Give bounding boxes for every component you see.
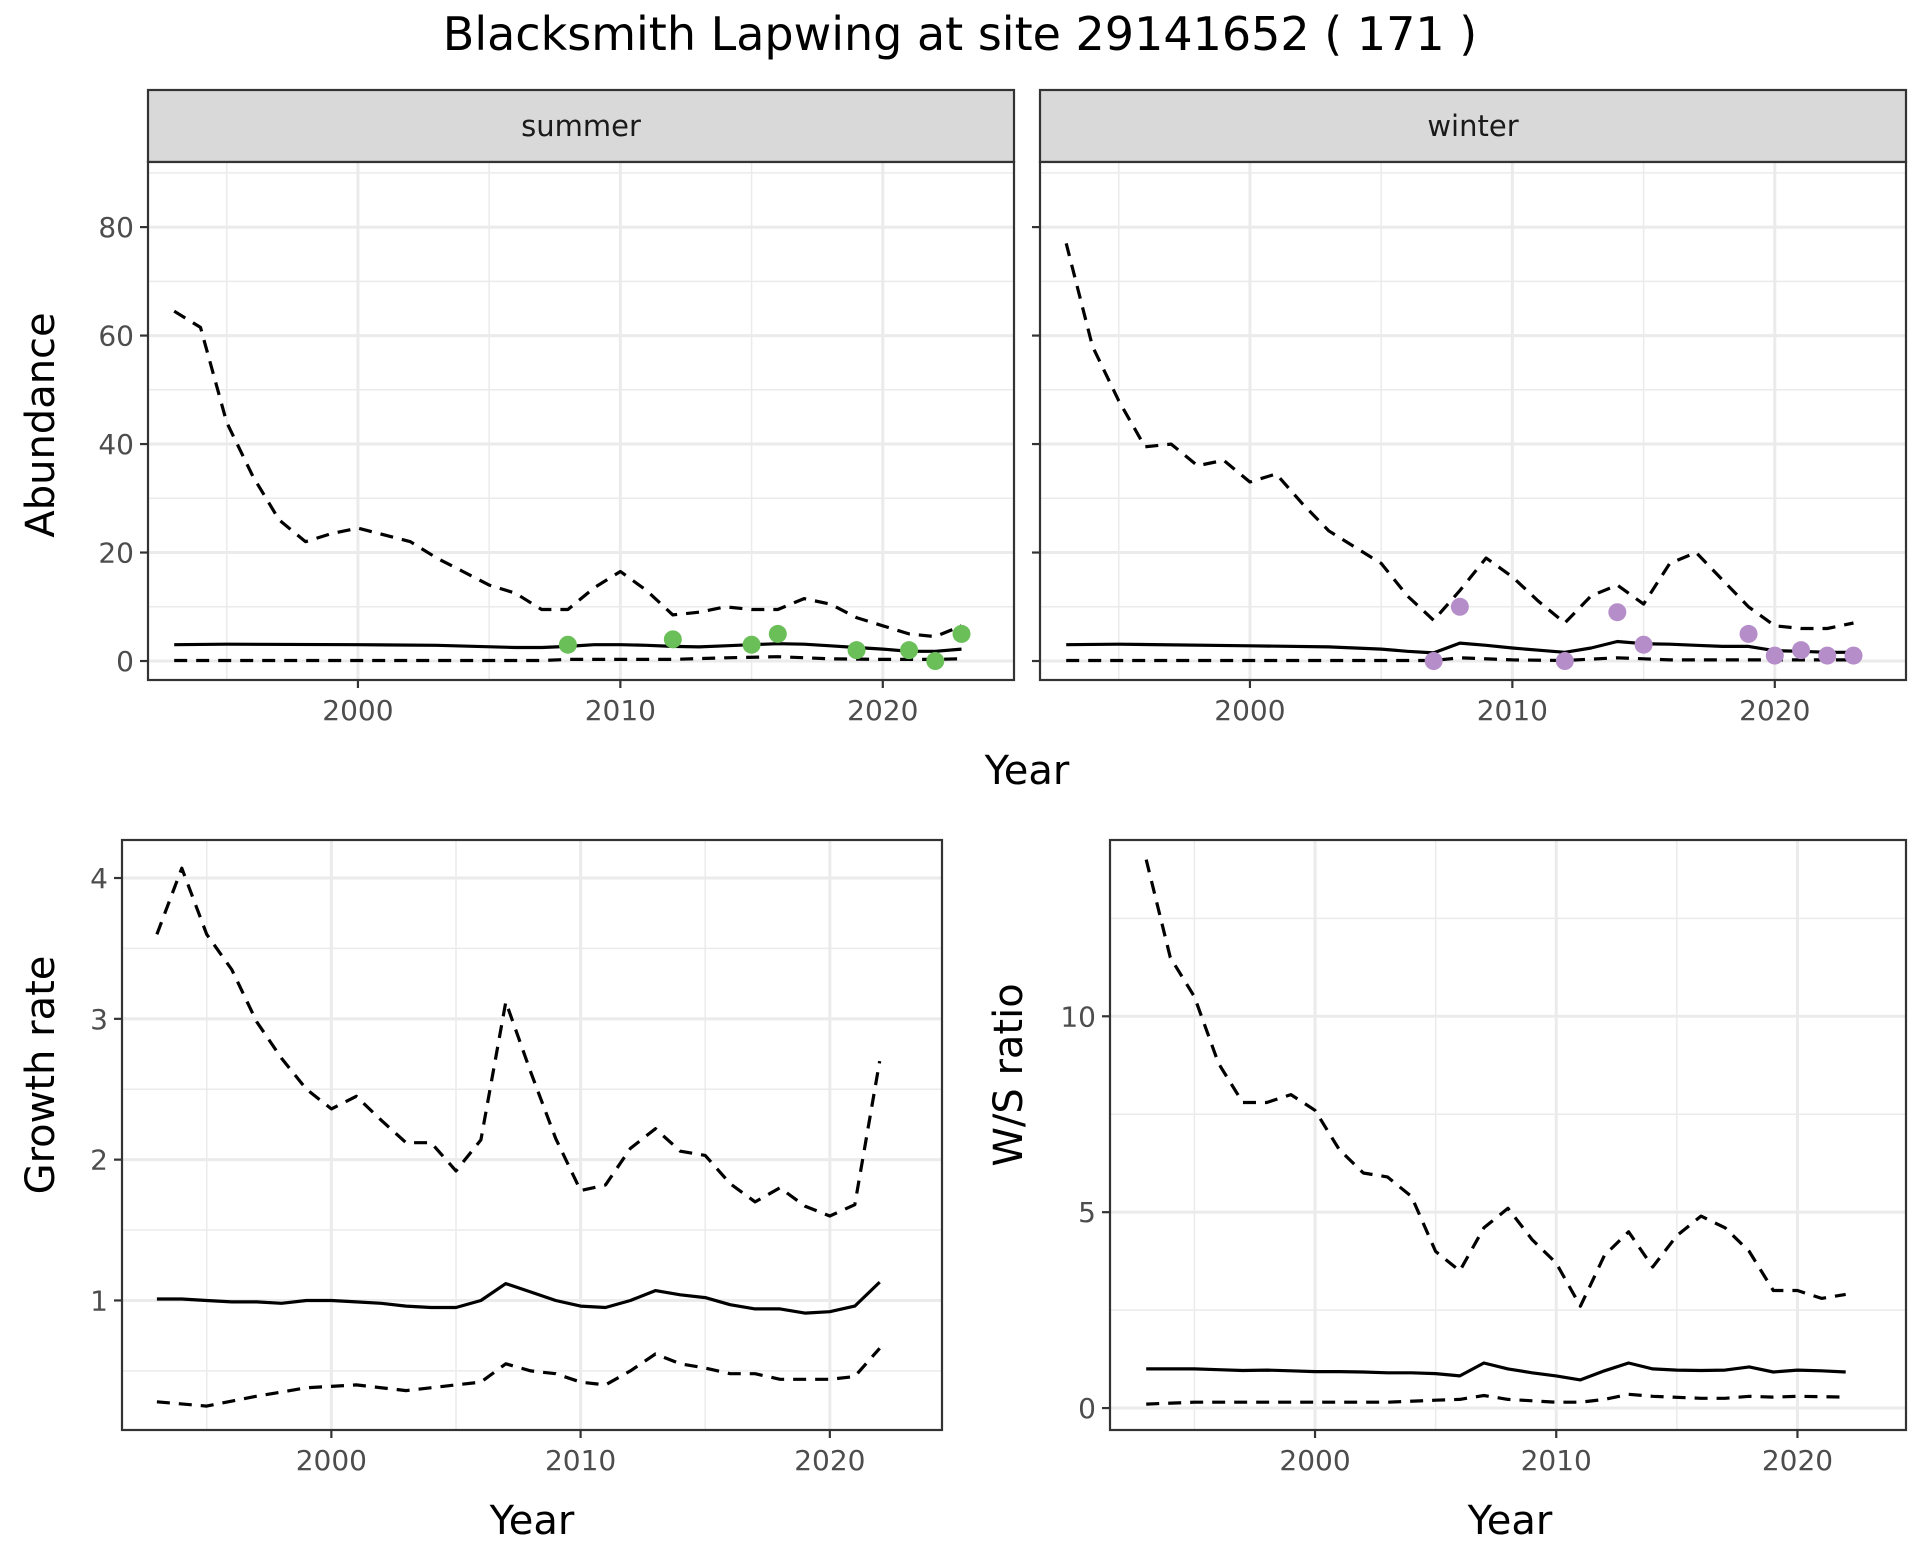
strip-label-summer: summer (521, 109, 641, 143)
series-line-lower (1066, 656, 1854, 663)
y-tick-label: 0 (116, 645, 134, 678)
data-point (1818, 646, 1837, 665)
y-tick-label: 2 (90, 1144, 108, 1177)
series-line-lower (1146, 1392, 1846, 1406)
data-point (1450, 597, 1469, 616)
main-title: Blacksmith Lapwing at site 29141652 ( 17… (443, 7, 1477, 61)
strip-summer (146, 88, 1016, 164)
data-point (952, 624, 971, 643)
panel-border (120, 838, 944, 1432)
data-point (742, 635, 761, 654)
strip-label-winter: winter (1427, 109, 1518, 143)
series-line-lower (174, 655, 962, 663)
series-line-lower (156, 1347, 881, 1408)
data-point (1424, 652, 1443, 671)
series-line-upper (1064, 243, 1854, 631)
data-point (1765, 646, 1784, 665)
series-line-upper (155, 866, 882, 1218)
x-tick-label: 2000 (296, 1444, 367, 1477)
panel-growth-rate: 2000 2010 2020 1 2 3 4 (90, 838, 944, 1477)
x-axis-title-ratio: Year (1467, 1498, 1553, 1544)
data-point (1792, 641, 1811, 660)
data-point (1608, 603, 1627, 622)
data-point (663, 630, 682, 649)
y-axis-title-growth: Growth rate (18, 956, 64, 1195)
x-tick-label: 2020 (847, 694, 918, 727)
panel-background (1110, 840, 1906, 1430)
panel-background (148, 162, 1014, 680)
series-line-estimate (1146, 1361, 1846, 1382)
y-axis-title-ratio: W/S ratio (986, 983, 1032, 1166)
y-tick-label: 1 (90, 1284, 108, 1317)
panel-winter-abundance: 2000 2010 2020 (1032, 160, 1908, 727)
y-tick-label: 80 (98, 211, 134, 244)
x-tick-label: 2000 (1214, 694, 1285, 727)
data-point (900, 641, 919, 660)
data-point (1739, 624, 1758, 643)
y-tick-label: 10 (1060, 1000, 1096, 1033)
y-tick-label: 5 (1078, 1196, 1096, 1229)
panel-border (1038, 160, 1908, 682)
x-tick-label: 2010 (585, 694, 656, 727)
panel-background (122, 840, 942, 1430)
data-point (1844, 646, 1863, 665)
panel-summer-abundance: 2000 2010 2020 0 20 40 60 80 (98, 160, 1016, 727)
series-line-estimate (174, 642, 962, 653)
data-point (1634, 635, 1653, 654)
panel-border (146, 160, 1016, 682)
series-line-estimate (156, 1280, 881, 1315)
data-point (847, 641, 866, 660)
data-point (1555, 652, 1574, 671)
data-point (558, 635, 577, 654)
series-line-upper (173, 309, 963, 639)
y-tick-label: 20 (98, 537, 134, 570)
x-tick-label: 2000 (322, 694, 393, 727)
x-axis-title-abundance: Year (984, 748, 1070, 794)
x-tick-label: 2000 (1279, 1444, 1350, 1477)
x-tick-label: 2020 (1762, 1444, 1833, 1477)
y-tick-label: 40 (98, 428, 134, 461)
strip-winter (1038, 88, 1908, 164)
y-tick-label: 0 (1078, 1392, 1096, 1425)
y-tick-label: 3 (90, 1003, 108, 1036)
x-tick-label: 2010 (1521, 1444, 1592, 1477)
y-axis-title-abundance: Abundance (18, 312, 64, 537)
y-tick-label: 4 (90, 862, 108, 895)
x-tick-label: 2020 (794, 1444, 865, 1477)
data-point (768, 624, 787, 643)
y-tick-label: 60 (98, 320, 134, 353)
x-tick-label: 2010 (1477, 694, 1548, 727)
x-axis-title-growth: Year (489, 1498, 575, 1544)
panel-border (1108, 838, 1908, 1432)
x-tick-label: 2020 (1739, 694, 1810, 727)
data-point (926, 652, 945, 671)
panel-ws-ratio: 2000 2010 2020 0 5 10 (1060, 838, 1908, 1477)
x-tick-label: 2010 (545, 1444, 616, 1477)
panel-background (1040, 162, 1906, 680)
